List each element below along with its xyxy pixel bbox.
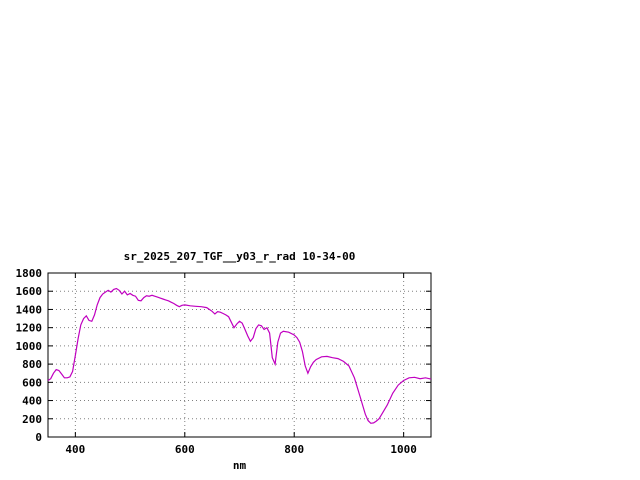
y-tick-label: 1400: [16, 303, 43, 316]
x-axis-label: nm: [232, 459, 247, 472]
spectrum-line: [47, 287, 432, 424]
y-tick-label: 1200: [16, 322, 43, 335]
y-tick-label: 600: [22, 376, 42, 389]
plot-border: [47, 272, 432, 438]
x-tick-label: 400: [65, 443, 85, 456]
y-tick-label: 200: [22, 413, 42, 426]
y-tick-label: 1000: [16, 340, 43, 353]
y-tick-label: 800: [22, 358, 42, 371]
x-tick-label: 1000: [390, 443, 417, 456]
y-tick-label: 400: [22, 395, 42, 408]
y-tick-label: 1800: [16, 267, 43, 280]
chart-title: sr_2025_207_TGF__y03_r_rad 10-34-00: [123, 250, 356, 263]
x-tick-label: 800: [284, 443, 304, 456]
y-tick-label: 0: [35, 431, 42, 444]
y-tick-label: 1600: [16, 285, 43, 298]
x-tick-label: 600: [175, 443, 195, 456]
